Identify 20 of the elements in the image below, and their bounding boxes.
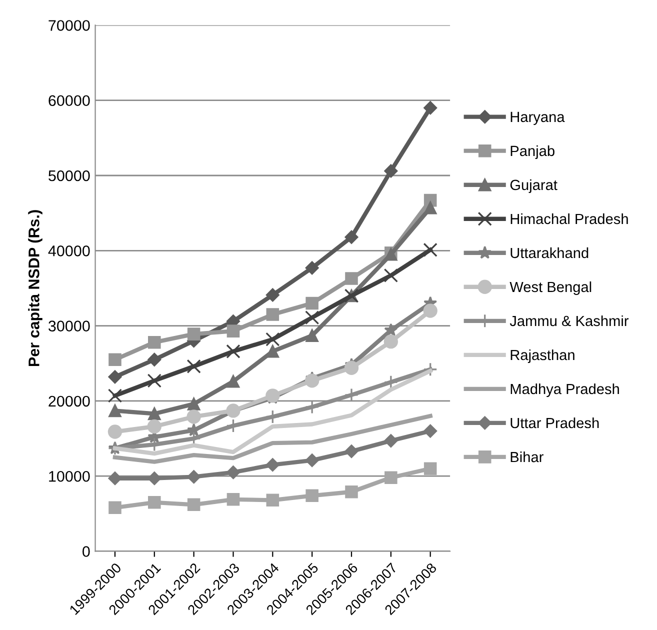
- y-tick-label: 70000: [48, 20, 90, 31]
- legend-label: Rajasthan: [510, 349, 574, 364]
- legend-label: Bihar: [510, 451, 544, 462]
- legend-label: Haryana: [510, 112, 565, 125]
- legend-label: West Bengal: [510, 281, 592, 296]
- y-tick-label: 0: [82, 546, 90, 557]
- legend-label: Himachal Pradesh: [510, 213, 628, 224]
- y-tick-label: 30000: [48, 320, 90, 332]
- y-tick-label: 40000: [48, 246, 90, 256]
- y-tick-label: 50000: [48, 170, 90, 182]
- y-tick-label: 20000: [48, 396, 90, 407]
- y-axis-title: Per capita NSDP (Rs.): [28, 210, 42, 366]
- legend-label: Uttarakhand: [510, 247, 588, 258]
- y-tick-label: 60000: [48, 95, 90, 106]
- y-tick-label: 10000: [49, 470, 90, 482]
- legend-label: Jammu & Kashmir: [510, 315, 629, 326]
- legend-label: Gujarat: [510, 179, 558, 193]
- legend-label: Uttar Pradesh: [510, 417, 599, 428]
- legend-label: Panjab: [510, 145, 554, 159]
- legend-label: Madhya Pradesh: [510, 383, 619, 398]
